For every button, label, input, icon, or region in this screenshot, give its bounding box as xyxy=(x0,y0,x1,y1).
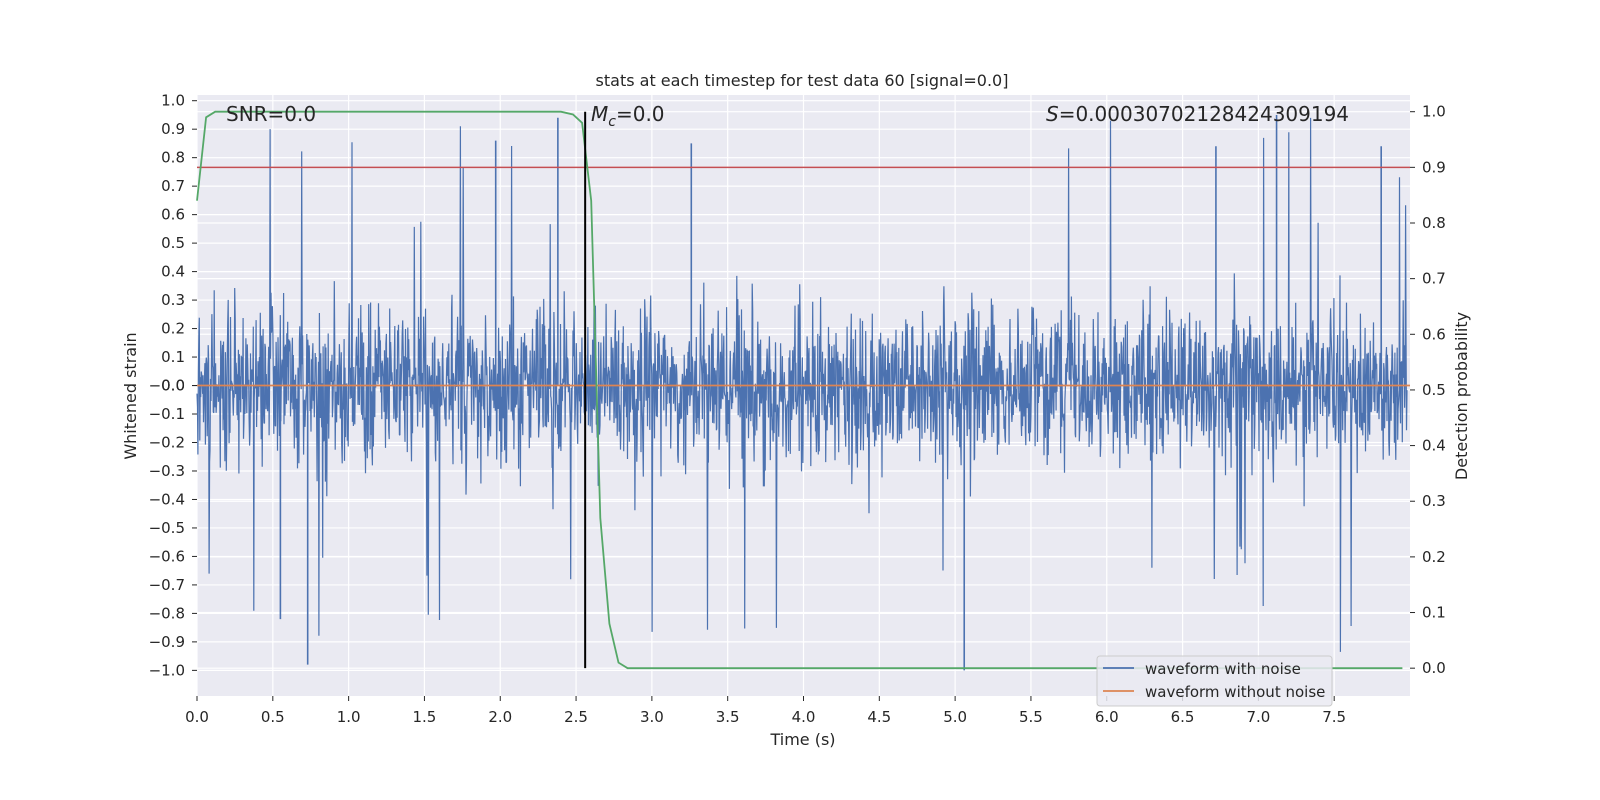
y2-tick-label: 0.9 xyxy=(1422,158,1446,176)
legend-box xyxy=(1096,655,1333,707)
y2-tick-label: 0.4 xyxy=(1422,437,1446,455)
y2-tick-label: 0.8 xyxy=(1422,214,1446,232)
y2-tick-label: 0.0 xyxy=(1422,659,1446,677)
y-tick-label: 0.9 xyxy=(161,120,185,138)
y-tick-label: 1.0 xyxy=(161,92,185,110)
y-tick-label: 0.8 xyxy=(161,149,185,167)
s-value: =0.00030702128424309194 xyxy=(1059,102,1349,126)
y2-tick-label: 0.7 xyxy=(1422,270,1446,288)
y2-tick-label: 0.1 xyxy=(1422,604,1446,622)
legend-label-noise: waveform with noise xyxy=(1145,660,1301,678)
x-tick-label: 2.5 xyxy=(564,708,588,726)
noise-waveform-path xyxy=(196,117,1408,652)
y-tick-label: −0.6 xyxy=(149,547,185,565)
x-ticks: 0.0 0.5 1.0 1.5 2.0 2.5 3.0 3.5 4.0 4.5 5.0 5.5 6.0 6… xyxy=(185,696,1346,726)
chart-title: stats at each timestep for test data 60 … xyxy=(596,71,1009,90)
x-tick-label: 1.0 xyxy=(337,708,361,726)
y-tick-label: 0.3 xyxy=(161,291,185,309)
y-tick-label: 0.4 xyxy=(161,263,185,281)
y-tick-label: −0.5 xyxy=(149,519,185,537)
y2-ticks: 0.0 0.1 0.2 0.3 0.4 0.5 0.6 0.7 0.8 0.9 1.0 xyxy=(1410,103,1446,677)
x-tick-label: 7.5 xyxy=(1322,708,1346,726)
mc-annotation: Mc=0.0 xyxy=(591,102,665,130)
s-annotation: S=0.00030702128424309194 xyxy=(1046,102,1349,126)
legend-label-clean: waveform without noise xyxy=(1145,683,1325,701)
y-axis-label: Whitened strain xyxy=(121,332,140,459)
x-tick-label: 0.0 xyxy=(185,708,209,726)
y-tick-label: −0.2 xyxy=(149,433,185,451)
x-tick-label: 0.5 xyxy=(261,708,285,726)
y-tick-label: −1.0 xyxy=(149,661,185,679)
y2-axis-label: Detection probability xyxy=(1452,312,1471,480)
y-tick-label: 0.0 xyxy=(161,377,185,395)
y-tick-label: 0.7 xyxy=(161,177,185,195)
mc-subscript: c xyxy=(608,114,616,130)
detection-probability-line xyxy=(196,110,1403,670)
x-tick-label: 5.0 xyxy=(943,708,967,726)
y-tick-label: 0.1 xyxy=(161,348,185,366)
x-tick-label: 1.5 xyxy=(413,708,437,726)
x-tick-label: 3.0 xyxy=(640,708,664,726)
x-tick-label: 6.0 xyxy=(1095,708,1119,726)
y-tick-label: −0.7 xyxy=(149,576,185,594)
noise-waveform xyxy=(196,114,1408,671)
legend: waveform with noise waveform without noi… xyxy=(1096,655,1333,707)
y2-tick-label: 0.2 xyxy=(1422,548,1446,566)
x-tick-label: 4.5 xyxy=(867,708,891,726)
y-tick-label: −0.0 xyxy=(149,377,185,395)
y2-tick-label: 0.3 xyxy=(1422,492,1446,510)
y-tick-label: −0.1 xyxy=(149,405,185,423)
y2-tick-label: 0.6 xyxy=(1422,325,1446,343)
snr-annotation: SNR=0.0 xyxy=(226,102,316,126)
s-symbol: S xyxy=(1046,102,1059,126)
plot-area xyxy=(196,95,1410,696)
y-tick-label: −0.8 xyxy=(149,604,185,622)
y-ticks: 1.0 0.9 0.8 0.7 0.6 0.5 0.4 0.3 0.2 0.1 0.0−0.0 −0.… xyxy=(149,92,197,679)
y2-tick-label: 1.0 xyxy=(1422,103,1446,121)
x-tick-label: 5.5 xyxy=(1019,708,1043,726)
x-tick-label: 6.5 xyxy=(1171,708,1195,726)
mc-value: =0.0 xyxy=(616,102,665,126)
x-tick-label: 2.0 xyxy=(488,708,512,726)
x-tick-label: 7.0 xyxy=(1246,708,1270,726)
x-tick-label: 3.5 xyxy=(716,708,740,726)
y-tick-label: −0.9 xyxy=(149,633,185,651)
y2-tick-label: 0.5 xyxy=(1422,381,1446,399)
x-tick-label: 4.0 xyxy=(792,708,816,726)
y-tick-label: −0.3 xyxy=(149,462,185,480)
y-tick-label: 0.5 xyxy=(161,234,185,252)
mc-symbol: M xyxy=(591,102,608,126)
y-tick-label: 0.6 xyxy=(161,206,185,224)
x-axis-label: Time (s) xyxy=(769,730,835,749)
y-tick-label: −0.4 xyxy=(149,490,185,508)
y-tick-label: 0.2 xyxy=(161,320,185,338)
